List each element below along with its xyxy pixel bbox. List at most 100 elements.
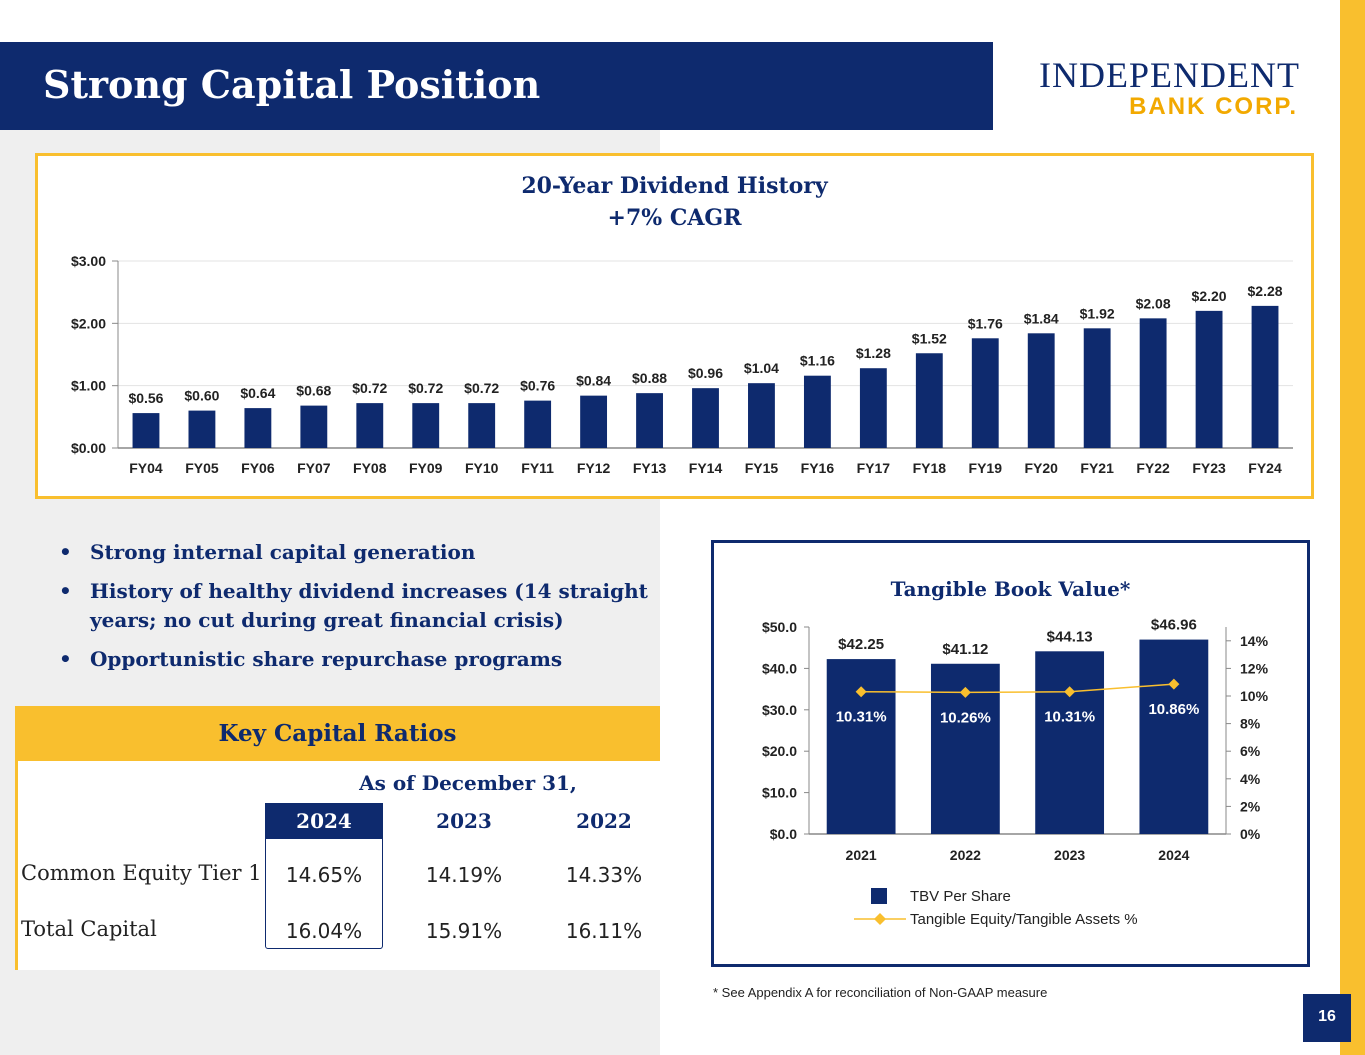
left-tick-label: $30.0: [762, 702, 797, 718]
dividend-bar: [300, 405, 328, 448]
dividend-chart-title: 20-Year Dividend History: [521, 173, 828, 199]
dividend-value-label: $0.60: [184, 388, 219, 404]
x-tick-label: 2024: [1158, 847, 1189, 863]
x-tick-label: FY19: [969, 460, 1003, 476]
te-ta-marker: [1168, 678, 1180, 690]
dividend-value-label: $0.84: [576, 373, 611, 389]
year-header-2022: 2022: [576, 809, 632, 833]
dividend-value-label: $2.28: [1248, 283, 1283, 299]
dividend-history-panel: 20-Year Dividend History +7% CAGR $0.00 $…: [35, 153, 1314, 499]
dividend-value-label: $0.88: [632, 370, 667, 386]
dividend-bar-chart: $0.00 $1.00 $2.00 $3.00 $0.56 FY04 $0.60 FY05 $0…: [71, 253, 1293, 476]
dividend-value-label: $2.08: [1136, 295, 1171, 311]
dividend-bar: [859, 368, 887, 448]
total-capital-2023: 15.91%: [425, 919, 503, 943]
dividend-value-label: $0.72: [352, 380, 387, 396]
cet1-2023: 14.19%: [425, 863, 503, 887]
right-tick-label: 10%: [1240, 688, 1269, 704]
row-label-total-capital: Total Capital: [21, 917, 157, 941]
bullet-item: • History of healthy dividend increases (…: [59, 579, 648, 632]
total-capital-2024: 16.04%: [285, 919, 363, 943]
row-label-cet1: Common Equity Tier 1: [21, 861, 262, 885]
tbv-combo-chart: $0.0 $10.0 $20.0 $30.0 $40.0 $50.0 0% 2% 4% 6% 8% 1…: [762, 617, 1269, 928]
bullet-item: • Strong internal capital generation: [59, 540, 476, 564]
dividend-chart-subtitle: +7% CAGR: [607, 205, 742, 231]
legend-bar-label: TBV Per Share: [910, 888, 1011, 905]
bank-logo: INDEPENDENT BANK CORP.: [1000, 55, 1300, 125]
page-number: 16: [1303, 994, 1351, 1042]
right-tick-label: 6%: [1240, 743, 1261, 759]
te-ta-value-label: 10.86%: [1148, 701, 1199, 718]
dividend-value-label: $0.68: [296, 383, 331, 399]
dividend-value-label: $0.64: [240, 385, 275, 401]
dividend-value-label: $0.56: [128, 390, 163, 406]
tbv-value-label: $46.96: [1151, 617, 1197, 634]
te-ta-line: [861, 683, 1174, 694]
x-tick-label: FY09: [409, 460, 443, 476]
dividend-bar: [524, 400, 552, 448]
te-ta-value-label: 10.26%: [940, 709, 991, 726]
dividend-bar: [132, 413, 160, 448]
y-tick-label: $3.00: [71, 253, 106, 269]
x-tick-label: FY18: [913, 460, 947, 476]
logo-text-independent: INDEPENDENT: [1039, 55, 1300, 95]
x-tick-label: FY17: [857, 460, 891, 476]
x-tick-label: FY24: [1248, 460, 1282, 476]
x-tick-label: FY10: [465, 460, 499, 476]
x-tick-label: FY06: [241, 460, 275, 476]
dividend-value-label: $2.20: [1192, 288, 1227, 304]
x-tick-label: FY07: [297, 460, 331, 476]
dividend-value-label: $1.84: [1024, 310, 1059, 326]
cet1-2022: 14.33%: [565, 863, 643, 887]
x-tick-label: FY15: [745, 460, 779, 476]
total-capital-2022: 16.11%: [565, 919, 643, 943]
year-header-2023: 2023: [436, 809, 492, 833]
dividend-bar: [1083, 328, 1111, 448]
dividend-bar: [1195, 310, 1223, 448]
page-title: Strong Capital Position: [43, 62, 541, 107]
dividend-bar: [1251, 305, 1279, 448]
x-tick-label: 2023: [1054, 847, 1085, 863]
logo-text-bank-corp: BANK CORP.: [1129, 93, 1298, 120]
y-tick-label: $2.00: [71, 315, 106, 331]
tangible-book-value-panel: Tangible Book Value* $0.0 $10.0 $20.0 $30.0…: [711, 540, 1310, 967]
legend-bar-swatch: [871, 888, 887, 904]
bullet-list: • Strong internal capital generation • His…: [55, 538, 655, 684]
dividend-bar: [244, 408, 272, 448]
title-bar: [0, 42, 993, 130]
dividend-bar: [580, 395, 608, 448]
dividend-bar: [356, 403, 384, 448]
dividend-value-label: $1.16: [800, 353, 835, 369]
y-tick-label: $0.00: [71, 440, 106, 456]
te-ta-value-label: 10.31%: [836, 709, 887, 726]
x-tick-label: FY21: [1080, 460, 1114, 476]
bullet-item: • Opportunistic share repurchase programs: [59, 647, 563, 671]
x-tick-label: FY08: [353, 460, 387, 476]
gold-side-stripe: [1340, 0, 1365, 1055]
dividend-value-label: $1.28: [856, 345, 891, 361]
x-tick-label: FY13: [633, 460, 667, 476]
dividend-bar: [748, 383, 775, 448]
dividend-bar: [412, 403, 440, 448]
legend-line-marker: [874, 913, 886, 925]
right-tick-label: 8%: [1240, 716, 1261, 732]
left-tick-label: $20.0: [762, 743, 797, 759]
key-capital-ratios-table: As of December 31, 2024 2023 2022 Common…: [15, 761, 660, 970]
dividend-bar: [468, 403, 496, 448]
tbv-value-label: $41.12: [942, 641, 988, 658]
tbv-value-label: $44.13: [1047, 628, 1093, 645]
left-tick-label: $10.0: [762, 785, 797, 801]
x-tick-label: 2021: [846, 847, 877, 863]
dividend-bar: [803, 375, 831, 448]
year-header-2024: 2024: [265, 803, 383, 839]
right-tick-label: 14%: [1240, 633, 1269, 649]
te-ta-marker: [1064, 686, 1076, 698]
right-tick-label: 4%: [1240, 771, 1261, 787]
x-tick-label: FY16: [801, 460, 835, 476]
right-tick-label: 12%: [1240, 660, 1269, 676]
dividend-bar: [1139, 318, 1167, 448]
legend-line-label: Tangible Equity/Tangible Assets %: [910, 911, 1138, 928]
x-tick-label: FY11: [521, 460, 554, 476]
left-tick-label: $50.0: [762, 619, 797, 635]
x-tick-label: FY12: [577, 460, 611, 476]
